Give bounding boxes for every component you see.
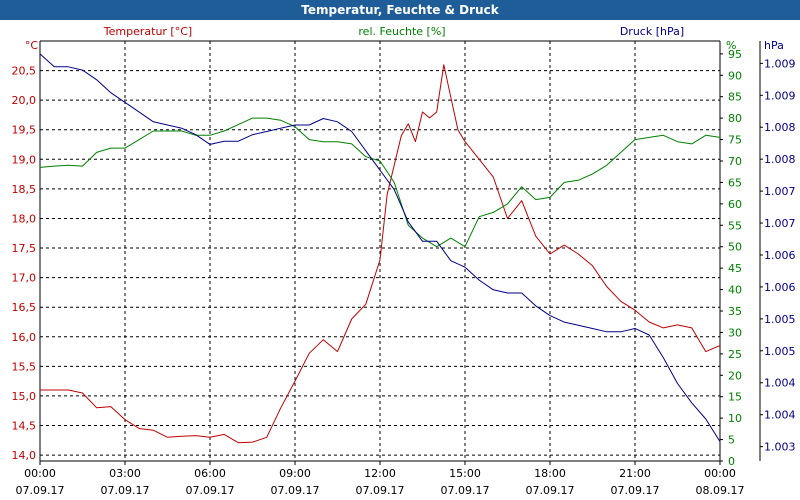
- temperature-tick-label: 14,5: [12, 420, 37, 433]
- x-tick-time-label: 15:00: [449, 467, 481, 480]
- temperature-series-line: [40, 64, 721, 444]
- x-tick-date-label: 07.09.17: [356, 484, 405, 497]
- pressure-tick-label: 1.005: [764, 313, 796, 326]
- temperature-tick-label: 19,5: [12, 124, 37, 137]
- humidity-tick-label: 85: [728, 91, 742, 104]
- x-tick-time-label: 03:00: [109, 467, 141, 480]
- temperature-tick-label: 20,5: [12, 65, 37, 78]
- pressure-tick-label: 1.008: [764, 153, 796, 166]
- humidity-tick-label: 45: [728, 262, 742, 275]
- pressure-unit-label: hPa: [764, 39, 784, 52]
- x-tick-time-label: 12:00: [364, 467, 396, 480]
- temperature-tick-label: 17,5: [12, 242, 37, 255]
- humidity-tick-label: 40: [728, 284, 742, 297]
- temperature-tick-label: 20,0: [12, 94, 37, 107]
- humidity-unit-label: %: [726, 39, 736, 52]
- x-tick-date-label: 07.09.17: [186, 484, 235, 497]
- humidity-axis-title: rel. Feuchte [%]: [358, 25, 445, 38]
- x-tick-date-label: 07.09.17: [271, 484, 320, 497]
- x-tick-date-label: 07.09.17: [101, 484, 150, 497]
- humidity-series-line: [39, 117, 721, 248]
- temperature-tick-label: 18,0: [12, 212, 37, 225]
- x-tick-time-label: 09:00: [279, 467, 311, 480]
- temperature-tick-label: 17,0: [12, 272, 37, 285]
- pressure-tick-label: 1.005: [764, 345, 796, 358]
- pressure-tick-label: 1.009: [764, 89, 796, 102]
- humidity-tick-label: 70: [728, 155, 742, 168]
- humidity-tick-label: 25: [728, 348, 742, 361]
- pressure-axis-title: Druck [hPa]: [620, 25, 684, 38]
- weather-chart: 14,0 14,5 15,0 15,5 16,0 16,5 17,0 17,5 18,0 18,5…: [12, 25, 796, 497]
- x-tick-date-label: 07.09.17: [16, 484, 65, 497]
- pressure-tick-label: 1.004: [764, 409, 796, 422]
- pressure-tick-label: 1.006: [764, 281, 796, 294]
- pressure-tick-label: 1.009: [764, 57, 796, 70]
- x-tick-time-label: 21:00: [619, 467, 651, 480]
- window-title: Temperatur, Feuchte & Druck: [0, 0, 800, 20]
- humidity-tick-label: 0: [728, 455, 735, 468]
- humidity-tick-label: 50: [728, 241, 742, 254]
- humidity-tick-label: 80: [728, 112, 742, 125]
- pressure-tick-label: 1.008: [764, 121, 796, 134]
- x-tick-date-label: 07.09.17: [526, 484, 575, 497]
- humidity-tick-label: 30: [728, 326, 742, 339]
- humidity-tick-label: 95: [728, 48, 742, 61]
- humidity-tick-label: 35: [728, 305, 742, 318]
- pressure-tick-label: 1.007: [764, 217, 796, 230]
- pressure-tick-label: 1.006: [764, 249, 796, 262]
- humidity-tick-label: 15: [728, 391, 742, 404]
- temperature-tick-label: 19,0: [12, 153, 37, 166]
- x-tick-date-label: 08.09.17: [696, 484, 745, 497]
- temperature-tick-label: 15,5: [12, 360, 37, 373]
- x-tick-time-label: 18:00: [534, 467, 566, 480]
- humidity-tick-label: 10: [728, 412, 742, 425]
- humidity-tick-label: 65: [728, 176, 742, 189]
- x-tick-date-label: 07.09.17: [441, 484, 490, 497]
- humidity-tick-label: 75: [728, 134, 742, 147]
- humidity-tick-label: 20: [728, 369, 742, 382]
- humidity-tick-label: 60: [728, 198, 742, 211]
- pressure-series-line: [39, 53, 721, 442]
- x-tick-time-label: 06:00: [194, 467, 226, 480]
- pressure-tick-label: 1.004: [764, 377, 796, 390]
- temperature-tick-label: 18,5: [12, 183, 37, 196]
- x-tick-date-label: 07.09.17: [611, 484, 660, 497]
- temperature-unit-label: °C: [25, 39, 39, 52]
- humidity-tick-label: 55: [728, 219, 742, 232]
- pressure-tick-label: 1.007: [764, 185, 796, 198]
- humidity-tick-label: 90: [728, 69, 742, 82]
- x-tick-time-label: 00:00: [704, 467, 736, 480]
- temperature-tick-label: 16,0: [12, 331, 37, 344]
- pressure-tick-label: 1.003: [764, 441, 796, 454]
- x-tick-time-label: 00:00: [24, 467, 56, 480]
- temperature-tick-label: 14,0: [12, 449, 37, 462]
- humidity-tick-label: 5: [728, 434, 735, 447]
- temperature-tick-label: 16,5: [12, 301, 37, 314]
- temperature-tick-label: 15,0: [12, 390, 37, 403]
- temperature-axis-title: Temperatur [°C]: [103, 25, 192, 38]
